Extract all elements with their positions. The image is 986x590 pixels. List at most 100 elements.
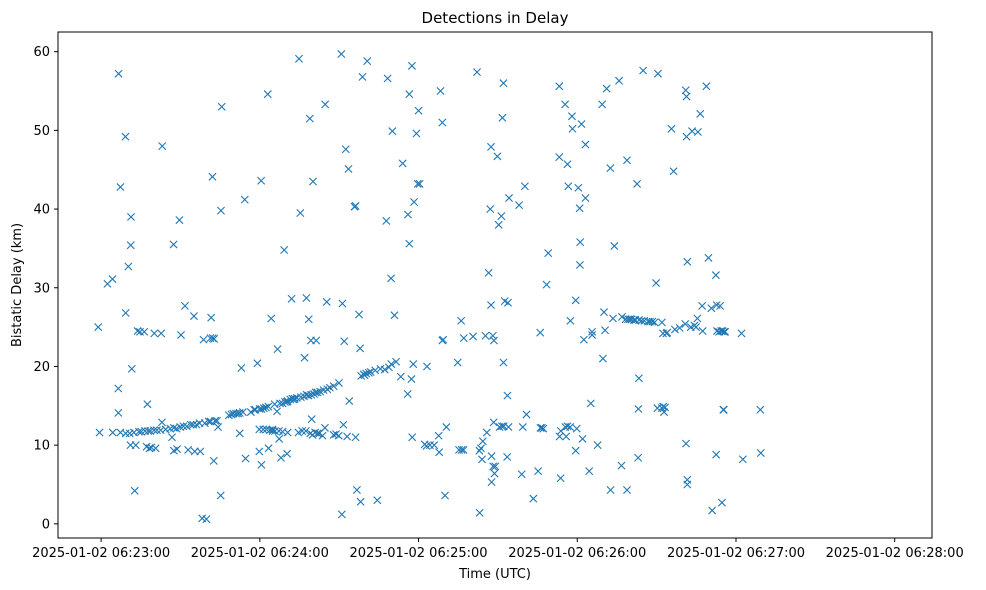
data-point	[140, 327, 149, 336]
data-point	[257, 176, 266, 185]
data-point	[670, 325, 679, 334]
data-point	[307, 390, 316, 399]
y-tick-label: 20	[33, 360, 50, 375]
data-point	[717, 498, 726, 507]
data-point	[298, 426, 307, 435]
data-point	[412, 129, 421, 138]
data-point	[152, 426, 161, 435]
data-point	[415, 179, 424, 188]
data-point	[267, 314, 276, 323]
data-point	[634, 404, 643, 413]
data-point	[693, 127, 702, 136]
data-point	[707, 304, 716, 313]
data-point	[520, 182, 529, 191]
data-point	[409, 360, 418, 369]
data-point	[133, 327, 142, 336]
data-point	[716, 301, 725, 310]
data-point	[186, 420, 195, 429]
data-point	[179, 422, 188, 431]
data-point	[571, 446, 580, 455]
data-point	[434, 431, 443, 440]
data-point	[602, 84, 611, 93]
plot-area-frame	[57, 31, 933, 539]
data-point	[564, 182, 573, 191]
data-point	[503, 298, 512, 307]
data-point	[693, 314, 702, 323]
data-point	[669, 167, 678, 176]
data-point	[127, 212, 135, 221]
data-point	[307, 415, 316, 424]
data-point	[339, 420, 348, 429]
data-point	[405, 239, 414, 248]
data-point	[131, 441, 140, 450]
data-point	[663, 328, 672, 337]
data-point	[261, 403, 270, 412]
data-point	[158, 142, 167, 151]
data-point	[493, 152, 502, 161]
data-point	[126, 241, 135, 250]
data-point	[121, 132, 130, 141]
data-point	[214, 423, 223, 432]
data-point	[216, 206, 225, 215]
data-point	[246, 408, 255, 417]
data-point	[571, 296, 580, 305]
data-point	[151, 444, 160, 453]
data-point	[556, 474, 565, 483]
x-tick-label: 2025-01-02 06:23:00	[32, 546, 170, 561]
data-point	[453, 358, 462, 367]
data-point	[407, 61, 416, 70]
data-point	[623, 156, 631, 165]
data-point	[473, 68, 482, 77]
data-point	[438, 118, 447, 127]
data-point	[211, 416, 220, 425]
data-point	[504, 423, 513, 432]
data-point	[423, 362, 432, 371]
data-point	[383, 74, 392, 83]
data-point	[150, 329, 159, 338]
data-point	[648, 317, 657, 326]
data-point	[208, 172, 217, 181]
data-point	[184, 445, 193, 454]
data-point	[491, 462, 500, 471]
data-point	[457, 445, 466, 454]
data-point	[487, 301, 496, 310]
data-point	[459, 445, 468, 454]
data-point	[196, 447, 205, 456]
data-point	[114, 408, 123, 417]
data-point	[199, 335, 208, 344]
data-point	[150, 426, 159, 435]
data-point	[296, 393, 305, 402]
y-tick-label: 50	[33, 124, 50, 139]
data-point	[313, 388, 322, 397]
y-tick-label: 40	[33, 203, 50, 218]
data-point	[287, 294, 296, 303]
data-point	[405, 90, 414, 99]
data-point	[343, 432, 352, 441]
data-point	[639, 66, 648, 75]
x-axis: 2025-01-02 06:23:00 2025-01-02 06:24:00 20…	[32, 538, 964, 561]
data-point	[536, 423, 545, 432]
data-point	[652, 279, 661, 288]
data-point	[366, 367, 375, 376]
data-point	[275, 434, 284, 443]
data-point	[280, 245, 289, 254]
data-point	[469, 332, 478, 341]
data-point	[127, 364, 136, 373]
data-point	[94, 323, 103, 332]
data-point	[430, 441, 439, 450]
data-point	[615, 76, 624, 85]
data-point	[175, 216, 184, 225]
data-point	[534, 467, 543, 476]
data-point	[436, 87, 445, 96]
data-point	[720, 327, 729, 336]
data-point	[486, 205, 495, 214]
data-point	[253, 359, 262, 368]
data-point	[574, 183, 583, 192]
data-point	[718, 327, 727, 336]
data-point	[273, 407, 282, 416]
data-point	[601, 326, 610, 335]
data-point	[608, 314, 617, 323]
data-point	[280, 397, 289, 406]
data-point	[180, 301, 189, 310]
data-point	[505, 194, 514, 203]
